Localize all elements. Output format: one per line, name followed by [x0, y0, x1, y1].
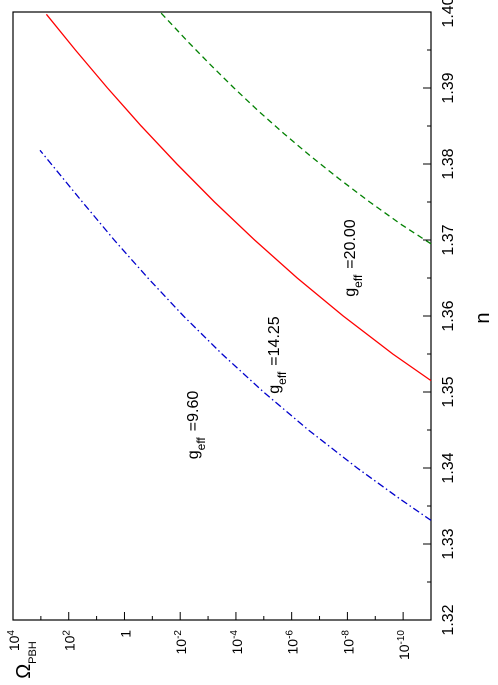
- n-tick-label: 1.32: [440, 604, 457, 635]
- series-label-2: geff=20.00: [342, 219, 365, 297]
- n-axis-title: n: [472, 312, 494, 323]
- n-tick-label: 1.37: [440, 224, 457, 255]
- omega-tick-label: 104: [6, 630, 23, 652]
- omega-tick-label: 10-2: [173, 630, 190, 655]
- n-tick-label: 1.38: [440, 148, 457, 179]
- n-tick-label: 1.33: [440, 528, 457, 559]
- n-tick-label: 1.36: [440, 300, 457, 331]
- omega-tick-label: 10-10: [396, 630, 413, 660]
- omega-tick-label: 10-8: [340, 630, 357, 655]
- omega-tick-label: 10-6: [284, 630, 301, 655]
- omega-tick-label: 1: [117, 630, 133, 638]
- series-line-0: [39, 149, 432, 521]
- omega-tick-label: 102: [61, 630, 78, 652]
- omega-axis-ticks: 104 102 1 10-2 10-4 10-6 10-8 10-10: [6, 612, 432, 660]
- series-label-1: geff=14.25: [266, 316, 289, 394]
- n-tick-label: 1.34: [440, 452, 457, 483]
- n-tick-label: 1.40: [440, 0, 457, 28]
- plot-frame: [12, 11, 432, 621]
- omega-axis-title: ΩPBH: [13, 641, 39, 679]
- series-group: [39, 11, 432, 521]
- n-tick-label: 1.39: [440, 72, 457, 103]
- n-axis-ticks: 1.32 1.33 1.34 1.35 1.36 1.37 1.38 1.39 1.40: [423, 0, 457, 636]
- series-line-1: [45, 13, 432, 382]
- n-tick-label: 1.35: [440, 376, 457, 407]
- series-label-0: geff=9.60: [185, 391, 208, 460]
- omega-tick-label: 10-4: [228, 630, 245, 655]
- series-line-2: [159, 11, 432, 245]
- label-group: n ΩPBH geff=9.60 geff=14.25 geff=20.00: [13, 219, 494, 679]
